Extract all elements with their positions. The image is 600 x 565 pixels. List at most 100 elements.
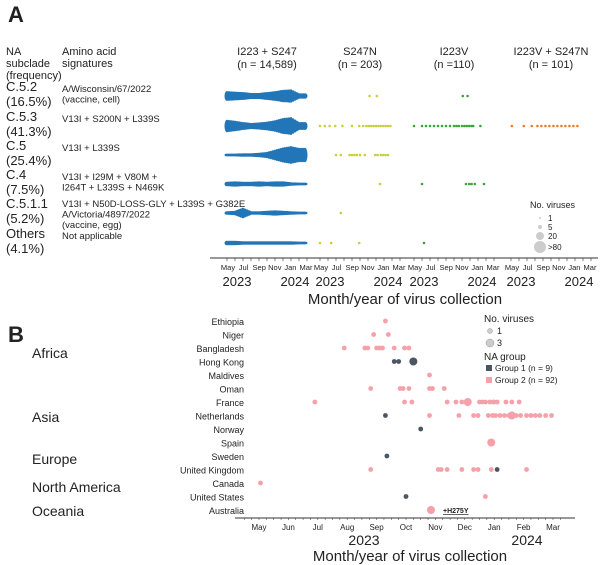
virus-point — [510, 124, 514, 128]
legend-title: No. viruses — [484, 314, 534, 325]
group2-point — [409, 399, 415, 405]
virus-point — [444, 124, 448, 128]
virus-point — [473, 182, 477, 186]
subclade-frequency: (5.2%) — [6, 211, 44, 226]
virus-point — [381, 153, 385, 157]
month-tick-label: Aug — [340, 523, 354, 532]
virus-point — [465, 124, 469, 128]
year-tick-label: 2023 — [223, 274, 252, 289]
subclade-name: C.5.3 — [6, 109, 37, 124]
virus-point — [452, 124, 456, 128]
month-tick-label: Sep — [537, 263, 550, 272]
group2-point — [341, 345, 347, 351]
group1-point — [409, 357, 418, 366]
year-tick-label: 2024 — [281, 274, 310, 289]
month-tick-label: Jan — [284, 263, 296, 272]
virus-point — [365, 124, 368, 128]
group1-point — [384, 453, 390, 459]
virus-point — [350, 153, 354, 157]
virus-point — [467, 182, 471, 186]
density-mark — [302, 93, 308, 99]
virus-point — [334, 153, 338, 157]
virus-point — [225, 241, 229, 245]
virus-point — [318, 241, 322, 245]
group2-point — [438, 467, 444, 472]
legend-size-label: 1 — [497, 326, 502, 336]
group2-point — [497, 413, 503, 418]
header-subclade: NA — [6, 46, 22, 58]
header-signature: Amino acid — [62, 46, 116, 58]
virus-point — [463, 124, 466, 128]
region-label: Asia — [32, 409, 59, 425]
subclade-name: C.5.2 — [6, 79, 37, 94]
group2-point — [444, 467, 450, 472]
country-label: Niger — [222, 331, 244, 341]
country-label: Australia — [209, 506, 244, 516]
density-mark — [302, 147, 308, 163]
virus-point — [339, 211, 343, 215]
group2-point — [406, 386, 412, 391]
panel-label-b: B — [8, 322, 24, 347]
month-tick-label: Jan — [471, 263, 483, 272]
virus-point — [384, 124, 387, 128]
group2-point — [400, 386, 406, 391]
virus-point — [384, 153, 387, 157]
group2-point — [482, 494, 488, 499]
month-tick-label: Sep — [369, 523, 384, 532]
virus-point — [467, 124, 471, 128]
group2-point — [528, 413, 534, 418]
group-title: S247N — [343, 46, 377, 58]
density-mark — [302, 182, 308, 186]
subclade-frequency: (16.5%) — [6, 94, 52, 109]
legend-size-label: 1 — [548, 214, 553, 223]
amino-acid-signature: V13I + N50D-LOSS-GLY + L339S + G382E — [62, 199, 245, 210]
region-label: North America — [32, 479, 121, 495]
month-tick-label: Sep — [346, 263, 359, 272]
density-mark — [302, 121, 308, 131]
virus-point — [540, 124, 543, 128]
virus-point — [329, 241, 333, 245]
virus-point — [455, 124, 458, 128]
country-label: France — [216, 398, 244, 408]
group-count: (n = 203) — [338, 59, 382, 71]
virus-point — [357, 124, 361, 128]
month-tick-label: May — [408, 263, 422, 272]
group2-point — [507, 411, 516, 420]
group2-point — [471, 467, 477, 472]
group2-point — [471, 413, 477, 418]
month-tick-label: May — [314, 263, 328, 272]
region-label: Africa — [32, 345, 68, 361]
month-tick-label: Mar — [584, 263, 597, 272]
virus-point — [318, 124, 322, 128]
virus-point — [355, 153, 359, 157]
month-tick-label: Nov — [428, 523, 442, 532]
amino-acid-signature: Not applicable — [62, 231, 122, 242]
month-tick-label: Jan — [488, 523, 501, 532]
group2-point — [383, 318, 388, 324]
virus-point — [470, 182, 473, 186]
month-tick-label: Dec — [458, 523, 472, 532]
month-tick-label: Mar — [393, 263, 406, 272]
virus-point — [358, 153, 362, 157]
virus-point — [471, 124, 475, 128]
virus-point — [412, 124, 416, 128]
density-mark — [302, 241, 308, 245]
annotation-h275y: +H275Y — [443, 508, 469, 515]
group2-point — [426, 506, 435, 514]
legend-size-mark — [487, 328, 493, 334]
group2-point — [441, 386, 447, 391]
virus-point — [389, 124, 392, 128]
group2-point — [502, 413, 507, 418]
subclade-name: C.5 — [6, 138, 26, 153]
group2-point — [513, 413, 519, 418]
virus-point — [428, 124, 432, 128]
legend-size-mark — [536, 232, 544, 240]
virus-point — [448, 124, 452, 128]
virus-point — [328, 124, 331, 128]
virus-point — [381, 124, 385, 128]
month-tick-label: Nov — [455, 263, 469, 272]
group-title: I223V — [440, 46, 469, 58]
legend-size-label: >80 — [548, 243, 562, 252]
virus-point — [572, 124, 575, 128]
